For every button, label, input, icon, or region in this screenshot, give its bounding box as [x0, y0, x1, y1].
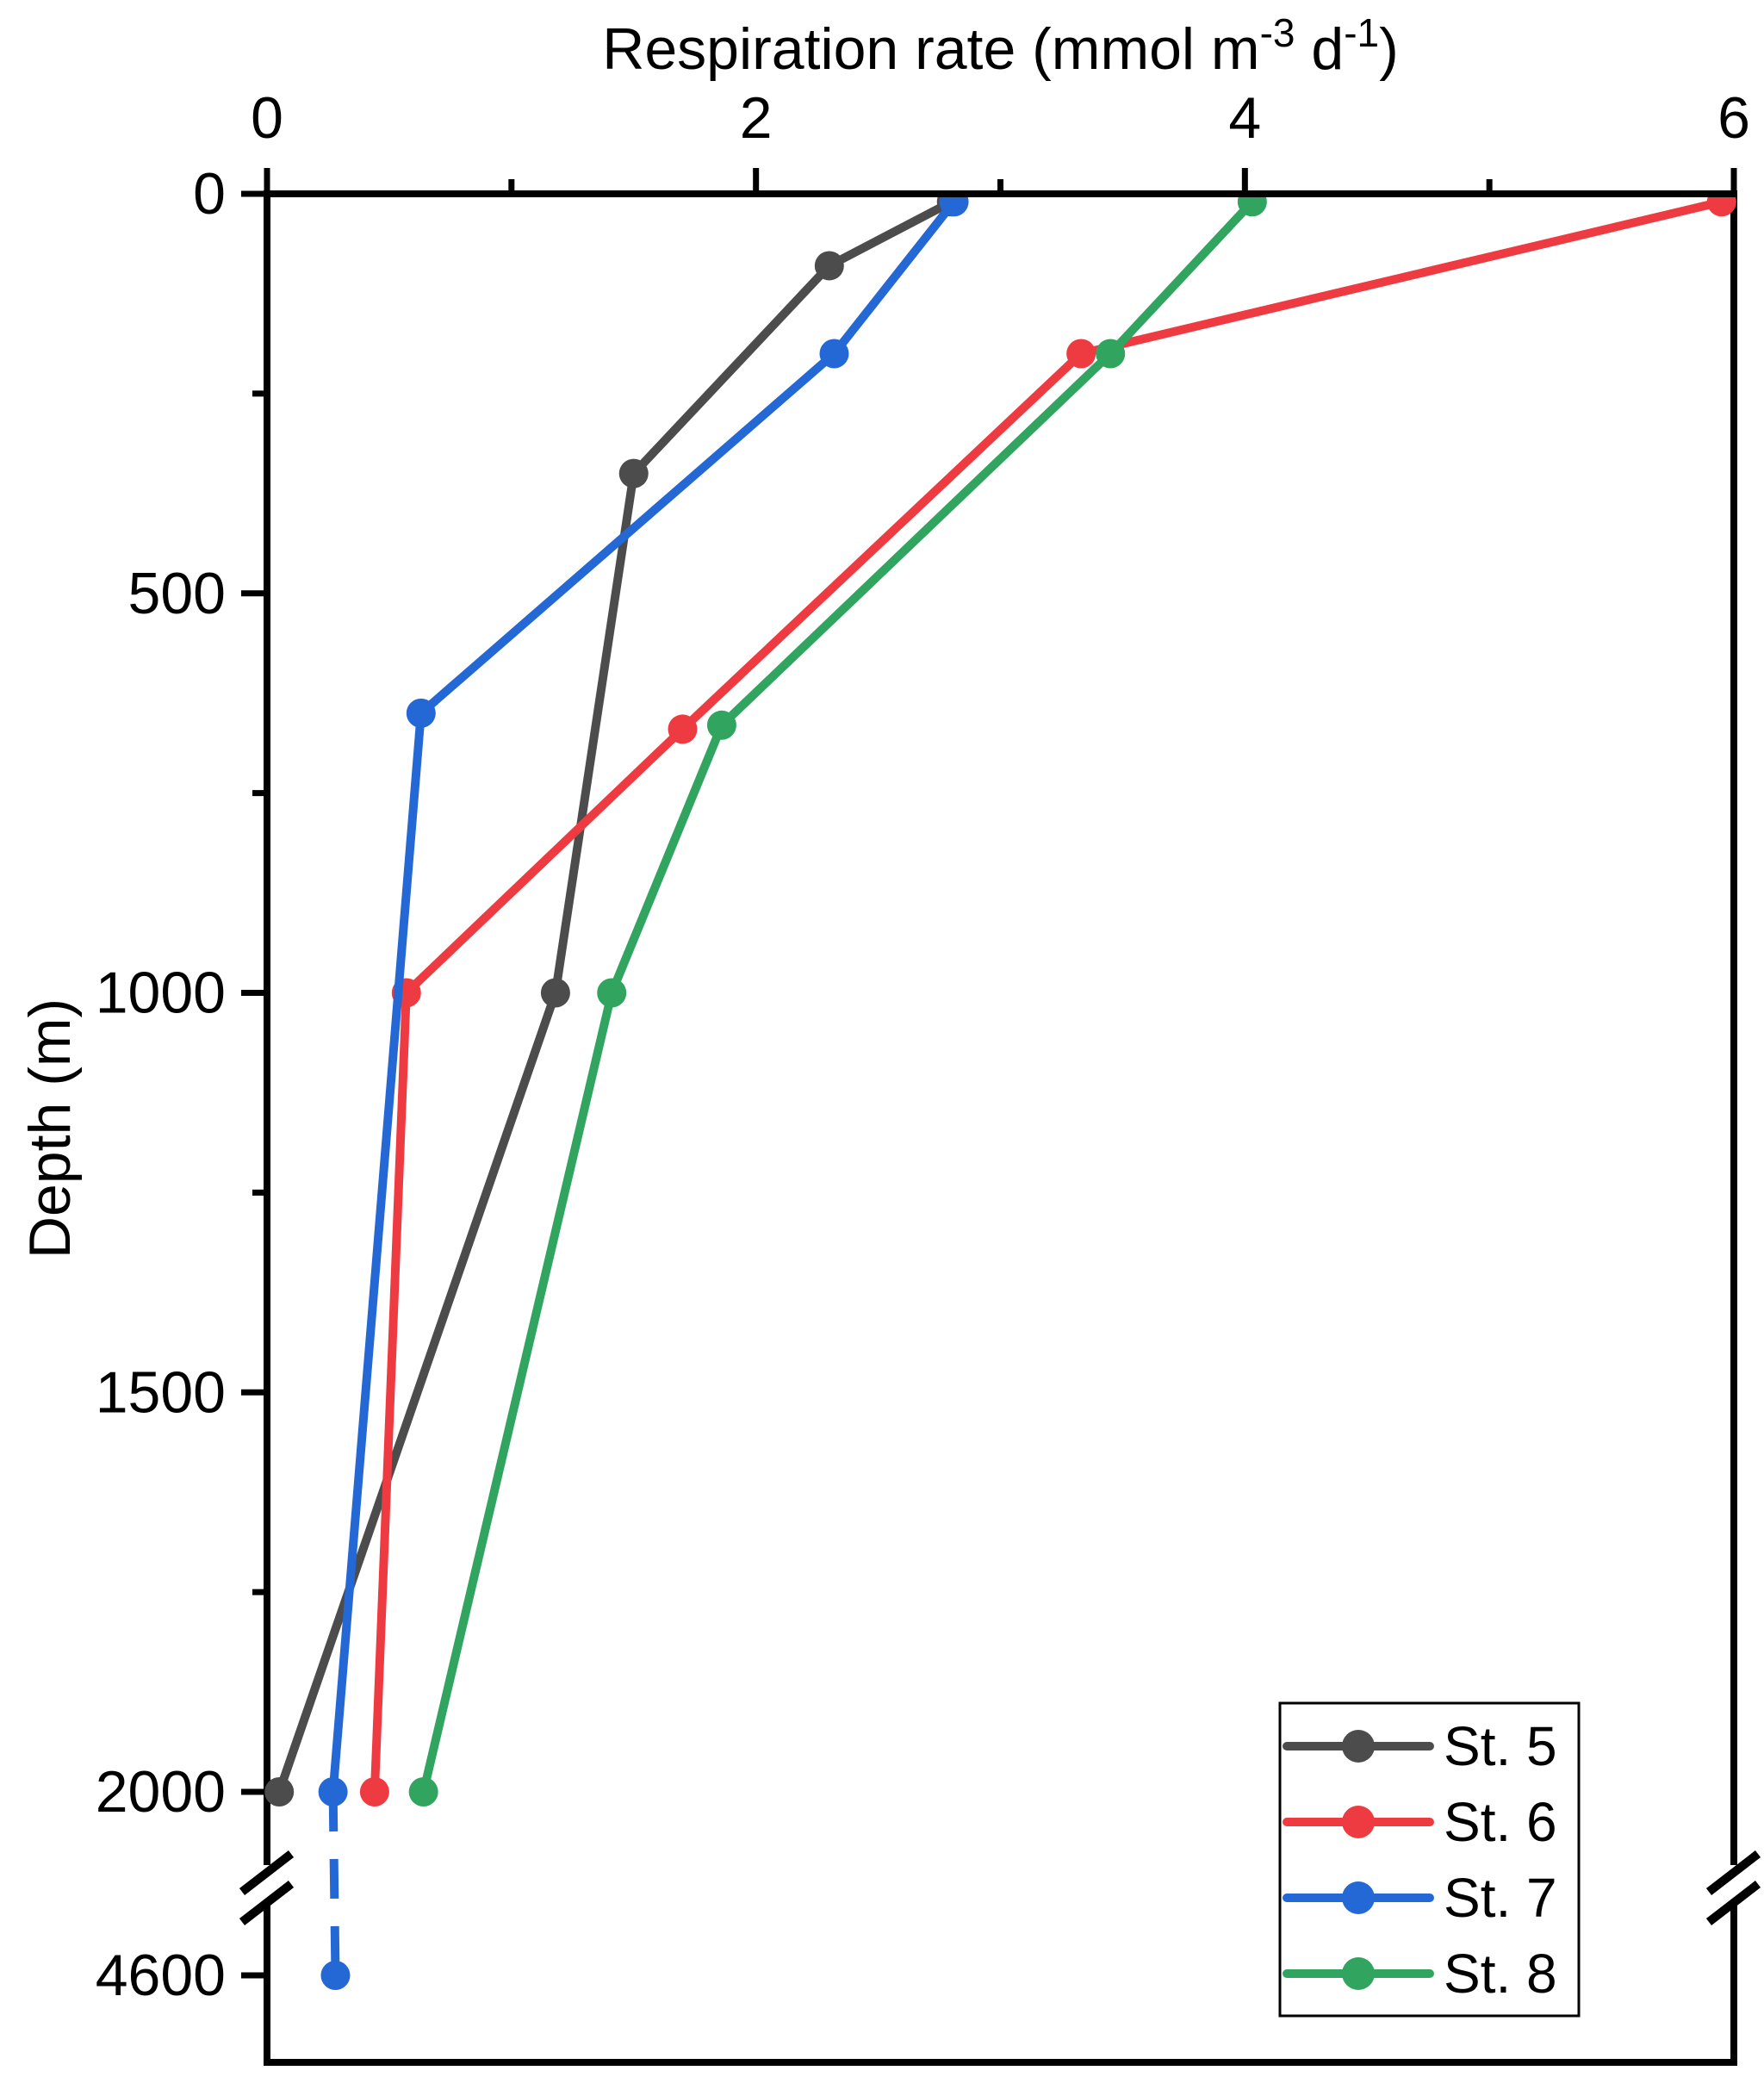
- tick-marks: [241, 168, 1737, 1979]
- series-st-8: [408, 197, 1267, 1806]
- data-point-st-6: [1066, 339, 1096, 369]
- data-point-st-8: [597, 978, 627, 1008]
- x-axis-title-text: ): [1379, 16, 1399, 82]
- y-axis-tick-label: 2000: [96, 1759, 226, 1825]
- series-line-st-7: [328, 197, 959, 1796]
- legend-box: [1278, 1701, 1581, 2018]
- data-point-st-6: [1706, 197, 1736, 217]
- data-point-st-8: [1237, 197, 1267, 217]
- data-point-st-5: [540, 978, 570, 1008]
- data-point-st-5: [814, 251, 844, 281]
- x-axis-title: Respiration rate (mmol m-3 d-1): [602, 10, 1399, 82]
- series-plot-area: [264, 197, 1736, 1990]
- x-axis-title-superscript: -3: [1260, 10, 1295, 55]
- y-axis-tick-label: 0: [193, 161, 226, 227]
- x-axis-tick-label: 0: [251, 85, 283, 151]
- y-axis-tick-label: 500: [128, 561, 226, 626]
- axis-break-slash: [239, 1881, 295, 1925]
- data-point-st-7: [320, 1961, 351, 1990]
- legend-marker: [1342, 1806, 1375, 1838]
- x-axis-title-text: d: [1295, 16, 1344, 82]
- y-axis-title: Depth (m): [17, 998, 83, 1259]
- legend-marker: [1342, 1881, 1375, 1914]
- data-point-st-5: [264, 1777, 295, 1806]
- data-point-st-7: [939, 197, 969, 217]
- y-axis-tick-labels: 0 500 1000 1500 2000 4600: [96, 161, 226, 2008]
- data-point-st-8: [706, 710, 736, 740]
- legend-marker: [1342, 1730, 1375, 1763]
- axis-break-slash: [1705, 1850, 1761, 1895]
- x-axis-tick-labels: 0 2 4 6: [251, 85, 1750, 151]
- series-st-7: [318, 197, 969, 1990]
- data-point-st-7: [318, 1777, 348, 1806]
- legend-marker: [1342, 1957, 1375, 1990]
- x-axis-tick-label: 6: [1717, 85, 1750, 151]
- x-axis-title-text: Respiration rate (mmol m: [602, 16, 1259, 82]
- legend: St. 5 St. 6 St. 7 St. 8: [1278, 1701, 1581, 2018]
- series-st-5: [264, 197, 966, 1806]
- x-axis-tick-label: 2: [740, 85, 773, 151]
- legend-item-st-5: St. 5: [1283, 1715, 1557, 1777]
- legend-label: St. 6: [1444, 1791, 1557, 1853]
- data-point-st-5: [618, 458, 649, 488]
- data-point-st-7: [406, 698, 436, 728]
- legend-item-st-8: St. 8: [1283, 1943, 1557, 2005]
- series-dashed-line-st-7: [328, 1791, 340, 1976]
- legend-item-st-6: St. 6: [1283, 1791, 1557, 1853]
- legend-label: St. 8: [1444, 1943, 1557, 2005]
- legend-label: St. 5: [1444, 1715, 1557, 1777]
- axis-break-slash: [1705, 1881, 1761, 1925]
- data-point-st-6: [359, 1777, 389, 1806]
- axis-break-icon: [239, 1850, 1761, 1925]
- series-st-6: [359, 197, 1736, 1806]
- axis-break-slash: [239, 1850, 295, 1895]
- legend-label: St. 7: [1444, 1867, 1557, 1929]
- legend-item-st-7: St. 7: [1283, 1867, 1557, 1929]
- y-axis-tick-label: 1000: [96, 961, 226, 1026]
- data-point-st-6: [668, 714, 698, 744]
- data-point-st-8: [408, 1777, 438, 1806]
- x-axis-title-superscript: -1: [1344, 10, 1379, 55]
- data-point-st-7: [819, 339, 849, 369]
- y-axis-tick-label: 1500: [96, 1359, 226, 1425]
- x-axis-tick-label: 4: [1228, 85, 1261, 151]
- y-axis-tick-label: 4600: [96, 1943, 226, 2008]
- data-point-st-8: [1096, 339, 1126, 369]
